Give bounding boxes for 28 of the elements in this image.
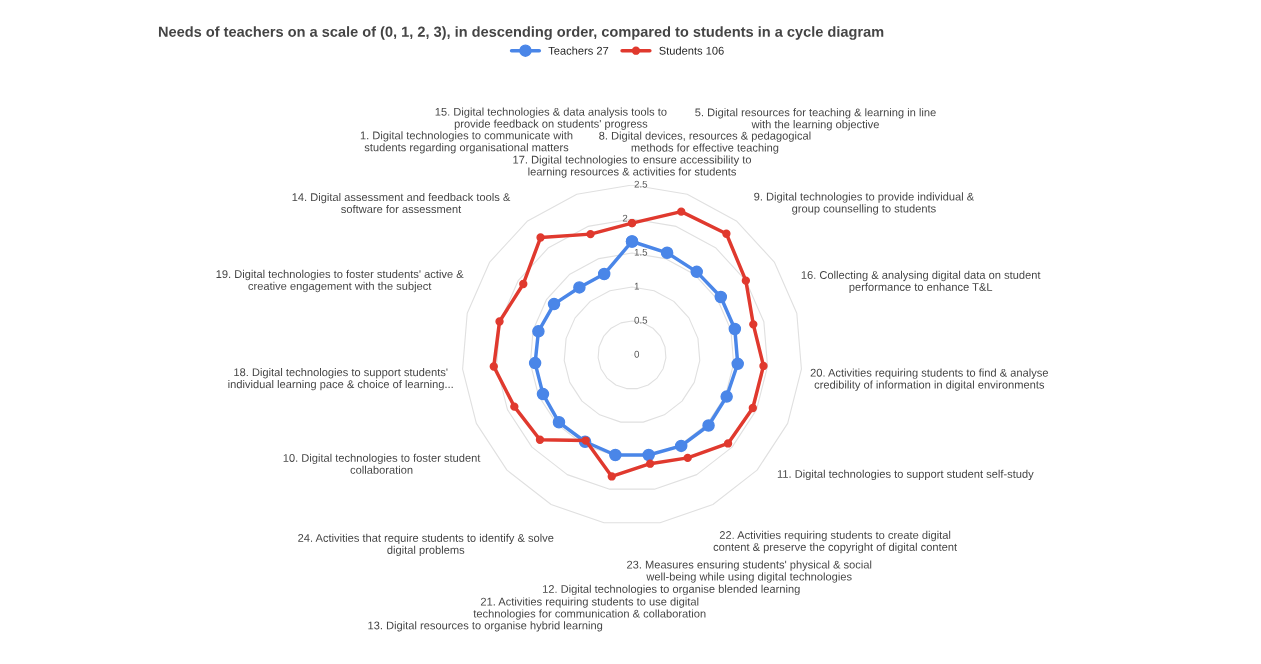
- spoke-label: 18. Digital technologies to support students' individual learning pace & choice of learning...: [228, 368, 453, 391]
- spoke-label: 5. Digital resources for teaching & learning in line with the learning objective: [695, 108, 936, 131]
- spoke-label: 14. Digital assessment and feedback tools & software for assessment: [292, 192, 511, 214]
- chart-title: Needs of teachers on a scale of (0, 1, 2, 3), in descending order, compared to students in a cycle diagram: [158, 26, 884, 40]
- spoke-label: 23. Measures ensuring students' physical & social well-being while using digital technologies: [627, 560, 872, 583]
- spoke-label: 16. Collecting & analysing digital data on student performance to enhance T&L: [801, 270, 1041, 294]
- y-tick-label: 2: [622, 214, 628, 222]
- y-tick-label: 1.5: [634, 248, 648, 256]
- legend-label: Teachers 27: [548, 46, 609, 55]
- spoke-label: 1. Digital technologies to communicate with students regarding organisational matters: [360, 131, 573, 154]
- y-tick-label: 0: [634, 350, 640, 358]
- spoke-label: 24. Activities that require students to identify & solve digital problems: [298, 533, 554, 557]
- legend-label: Students 106: [659, 46, 724, 55]
- spoke-label: 20. Activities requiring students to find & analyse credibility of information in digital environments: [810, 368, 1049, 391]
- spoke-label: 22. Activities requiring students to create digital content & preserve the copyright of digital content: [713, 530, 957, 554]
- spoke-label: 19. Digital technologies to foster students' active & creative engagement with the subject: [216, 269, 464, 293]
- y-tick-label: 2.5: [634, 180, 648, 188]
- spoke-label: 12. Digital technologies to organise blended learning: [542, 584, 800, 596]
- spoke-label: 10. Digital technologies to foster student collaboration: [283, 453, 481, 474]
- spoke-label: 9. Digital technologies to provide individual & group counselling to students: [754, 192, 974, 215]
- spoke-label: 15. Digital technologies & data analysis tools to provide feedback on students' progress: [435, 107, 667, 130]
- spoke-label: 21. Activities requiring students to use digital technologies for communication & collaboration: [473, 597, 706, 620]
- spoke-label: 11. Digital technologies to support student self-study: [777, 469, 1034, 481]
- y-tick-label: 1: [634, 282, 639, 290]
- spoke-label: 17. Digital technologies to ensure accessibility to learning resources & activities for students: [513, 155, 752, 178]
- y-tick-label: 0.5: [634, 316, 648, 324]
- spoke-label: 8. Digital devices, resources & pedagogical methods for effective teaching: [599, 131, 811, 154]
- spoke-label: 13. Digital resources to organise hybrid learning: [368, 621, 603, 632]
